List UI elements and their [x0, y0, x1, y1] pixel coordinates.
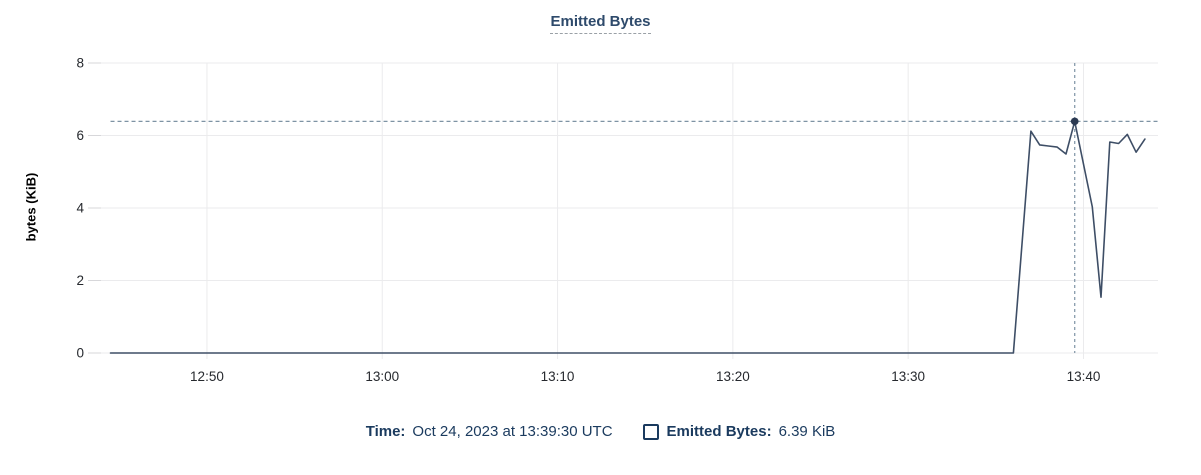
legend-series-label: Emitted Bytes: [666, 423, 772, 440]
y-axis-title: bytes (KiB) [23, 172, 39, 242]
grid-vertical-lines [206, 63, 1084, 359]
legend-time-label: Time: [365, 423, 406, 440]
svg-text:8: 8 [76, 56, 84, 71]
grid-horizontal-lines [88, 62, 1158, 354]
svg-text:4: 4 [76, 201, 84, 216]
svg-text:13:10: 13:10 [541, 369, 575, 384]
svg-text:13:00: 13:00 [365, 369, 399, 384]
series-line [109, 120, 1146, 354]
series-checkbox-icon[interactable] [642, 423, 659, 440]
svg-text:13:40: 13:40 [1067, 369, 1101, 384]
x-axis-tick-labels: 12:50 13:00 13:10 13:20 13:30 13:40 [190, 369, 1100, 384]
svg-text:12:50: 12:50 [190, 369, 224, 384]
svg-text:13:20: 13:20 [716, 369, 750, 384]
legend-time-value: Oct 24, 2023 at 13:39:30 UTC [412, 423, 613, 440]
svg-text:6: 6 [76, 128, 84, 143]
chart-header: Emitted Bytes [0, 13, 1201, 34]
svg-text:0: 0 [76, 346, 84, 361]
svg-text:13:30: 13:30 [891, 369, 925, 384]
legend: Time: Oct 24, 2023 at 13:39:30 UTC Emitt… [0, 423, 1201, 440]
chart-title[interactable]: Emitted Bytes [550, 13, 651, 34]
hover-point-marker[interactable] [1070, 117, 1079, 126]
legend-time-entry: Time: Oct 24, 2023 at 13:39:30 UTC [366, 423, 613, 440]
crosshair [110, 63, 1158, 353]
svg-text:2: 2 [76, 273, 84, 288]
legend-series-value: 6.39 KiB [778, 423, 836, 440]
y-axis-tick-labels: 0 2 4 6 8 [76, 56, 84, 361]
legend-series-entry[interactable]: Emitted Bytes: 6.39 KiB [642, 423, 836, 440]
